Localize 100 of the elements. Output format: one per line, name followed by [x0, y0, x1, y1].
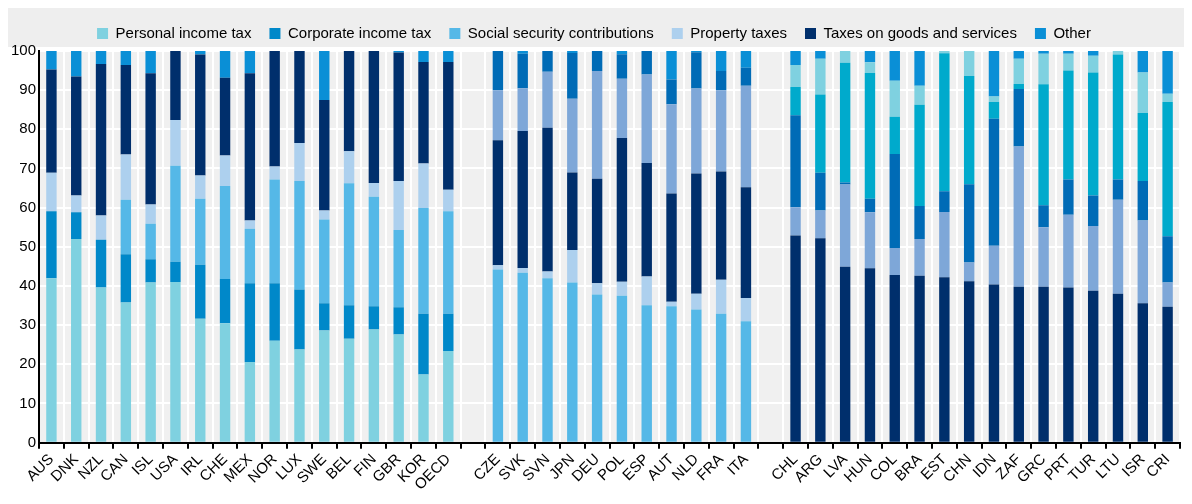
bar — [95, 215, 107, 240]
bar — [839, 266, 851, 442]
bar — [1112, 199, 1124, 294]
bar — [715, 313, 727, 442]
bar — [666, 301, 677, 307]
y-tick-label: 10 — [19, 393, 37, 411]
bar — [319, 99, 330, 211]
bar — [864, 212, 876, 269]
bar — [443, 211, 454, 314]
bar — [963, 76, 975, 185]
bar — [1038, 205, 1049, 228]
bar — [418, 163, 429, 209]
bar — [1137, 303, 1148, 442]
bar — [195, 51, 206, 55]
bar — [1162, 51, 1173, 94]
bar — [963, 51, 975, 77]
bar — [1162, 306, 1173, 442]
bar — [517, 88, 528, 131]
bar — [145, 282, 156, 442]
bar — [244, 283, 256, 362]
bar — [46, 69, 57, 173]
bar — [740, 187, 752, 299]
bar — [443, 350, 454, 442]
bar — [393, 52, 404, 182]
bar — [368, 182, 380, 197]
bar — [1013, 286, 1024, 442]
bar — [71, 238, 82, 442]
bar — [319, 51, 330, 100]
bar — [219, 278, 231, 324]
bar — [963, 281, 975, 442]
y-tick-label: 50 — [19, 236, 37, 254]
bar — [368, 196, 380, 307]
bar — [691, 52, 702, 89]
bar — [591, 70, 603, 179]
bar — [294, 143, 305, 182]
bar — [1162, 93, 1173, 102]
bar — [1162, 101, 1173, 237]
bar — [120, 199, 132, 255]
bar — [641, 305, 652, 442]
bar — [71, 195, 82, 213]
bar — [319, 219, 330, 304]
bar — [864, 51, 876, 63]
bar — [492, 90, 504, 141]
bar — [319, 210, 330, 220]
bar — [988, 101, 1000, 119]
legend-label: Other — [1053, 23, 1091, 41]
bar — [46, 172, 57, 212]
bar — [889, 154, 900, 248]
bar — [1013, 146, 1024, 287]
bar — [170, 119, 181, 166]
bar — [1137, 112, 1148, 182]
bar — [368, 329, 380, 442]
bar — [517, 130, 528, 268]
bar — [195, 54, 206, 176]
bar — [988, 51, 1000, 97]
bar — [1137, 220, 1148, 304]
bar — [790, 51, 801, 66]
bar — [492, 51, 504, 91]
bar — [170, 51, 181, 120]
bar — [815, 210, 826, 239]
bar — [567, 172, 578, 250]
bar — [864, 62, 876, 73]
y-tick-label: 90 — [19, 80, 37, 98]
bar — [393, 334, 404, 442]
bar — [95, 63, 107, 216]
bar — [1063, 179, 1074, 215]
bar — [715, 70, 727, 91]
bar — [889, 275, 900, 442]
bar — [120, 51, 132, 66]
bar — [691, 293, 702, 310]
bar — [269, 166, 280, 180]
bar — [591, 178, 603, 284]
bar — [815, 58, 826, 95]
bar — [864, 72, 876, 199]
bar — [1038, 53, 1049, 85]
bar — [95, 51, 107, 64]
bar — [120, 154, 132, 200]
bar — [616, 78, 628, 138]
bar — [914, 206, 925, 239]
bar — [542, 271, 553, 279]
bar — [790, 235, 801, 442]
bar — [1112, 51, 1124, 55]
bar — [343, 51, 355, 152]
bar — [1038, 227, 1049, 287]
bar — [120, 302, 132, 442]
bar — [195, 198, 206, 265]
bar — [790, 207, 801, 236]
bar — [939, 191, 950, 212]
bar — [95, 239, 107, 288]
bar — [641, 276, 652, 306]
bar — [815, 94, 826, 173]
bar — [244, 73, 256, 221]
bar — [641, 74, 652, 164]
bar — [616, 137, 628, 282]
bar — [914, 51, 925, 86]
bar — [443, 189, 454, 212]
bar — [1013, 83, 1024, 89]
bar — [492, 140, 504, 266]
bar — [815, 238, 826, 442]
bar — [839, 51, 851, 63]
